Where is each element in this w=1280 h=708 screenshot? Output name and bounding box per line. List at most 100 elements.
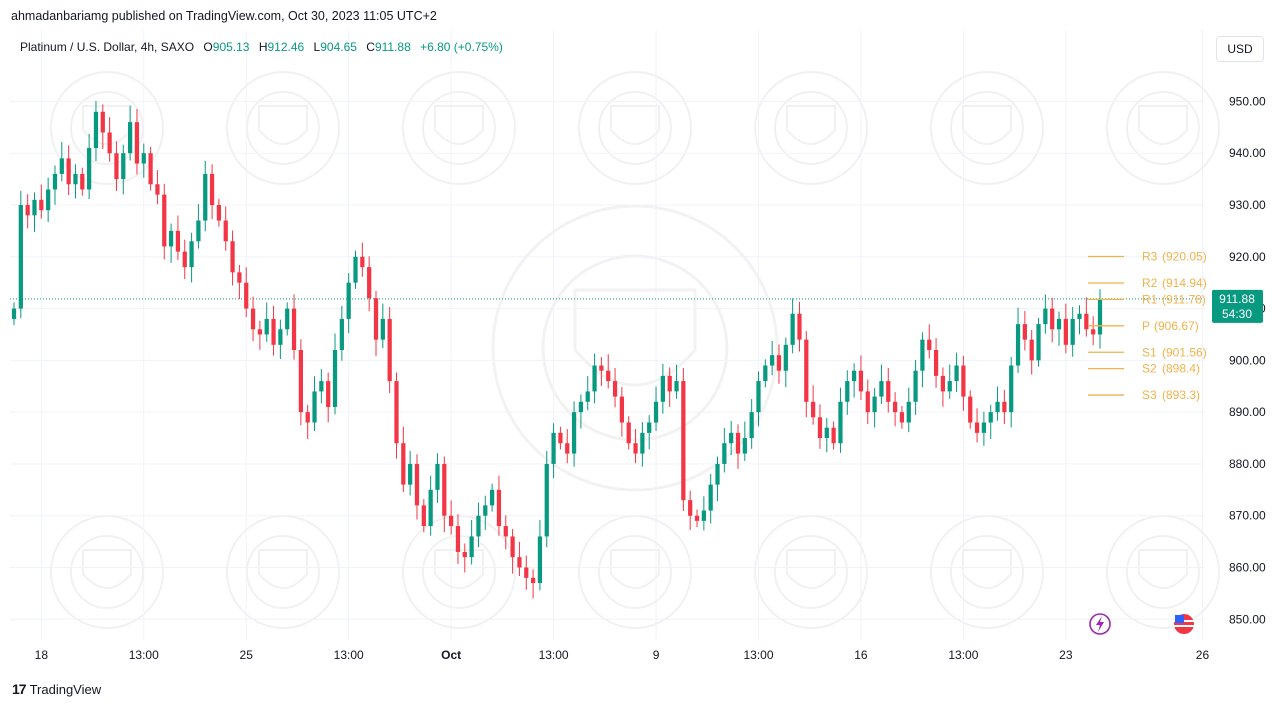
candle — [1043, 294, 1048, 334]
us-flag-icon[interactable] — [1174, 614, 1194, 634]
pivot-level-r1: R1 (911.78) — [1088, 292, 1206, 306]
y-tick-label: 860.00 — [1229, 561, 1266, 575]
candle — [408, 450, 413, 496]
candle — [599, 357, 604, 387]
candle — [196, 204, 201, 249]
x-tick-label: 16 — [854, 648, 868, 662]
candle — [87, 133, 92, 200]
chart-legend: Platinum / U.S. Dollar, 4h, SAXO O905.13… — [20, 40, 509, 54]
candle — [872, 388, 877, 428]
candle — [865, 379, 870, 425]
y-tick-label: 850.00 — [1229, 612, 1266, 626]
candle — [1015, 307, 1021, 373]
candle — [1036, 317, 1041, 367]
candle — [52, 165, 58, 205]
event-flash-icon[interactable] — [1089, 613, 1111, 635]
y-tick-label: 950.00 — [1229, 94, 1266, 108]
candle — [510, 529, 515, 574]
candle — [961, 355, 966, 411]
candle — [927, 324, 932, 359]
candle — [476, 502, 481, 548]
legend-low-label: L — [313, 40, 321, 54]
pivot-value: (906.67) — [1154, 319, 1199, 333]
candle — [517, 541, 522, 576]
candle — [1063, 303, 1068, 354]
candle — [954, 352, 959, 392]
pivot-level-s2: S2 (898.4) — [1088, 362, 1200, 376]
tradingview-brand[interactable]: 17 TradingView — [12, 681, 101, 697]
candle — [250, 296, 256, 342]
candle — [353, 250, 358, 289]
candle — [804, 331, 809, 418]
candles — [11, 101, 1103, 599]
candle — [824, 418, 829, 453]
candle — [920, 332, 925, 388]
candle — [203, 160, 208, 232]
watermark-seal-icon — [754, 515, 868, 629]
legend-low: 904.65 — [320, 40, 357, 54]
price-tag-countdown: 54:30 — [1222, 307, 1252, 321]
x-tick-label: 18 — [35, 648, 49, 662]
legend-close: 911.88 — [374, 40, 411, 54]
y-tick-label: 920.00 — [1229, 250, 1266, 264]
candle — [134, 109, 140, 175]
candle — [653, 386, 659, 431]
candle — [141, 143, 146, 178]
candle — [155, 170, 160, 205]
candle — [968, 390, 973, 429]
candle — [264, 302, 269, 342]
candle — [694, 509, 700, 528]
candle — [455, 514, 461, 564]
candle — [606, 354, 611, 389]
brand-label: TradingView — [29, 681, 102, 697]
watermark-seal-icon — [1106, 71, 1220, 185]
candle — [244, 267, 249, 318]
candle — [1056, 311, 1062, 346]
candle — [469, 519, 474, 565]
candle — [496, 475, 502, 536]
candle — [312, 376, 317, 431]
candle — [995, 386, 1000, 421]
candle — [414, 454, 420, 520]
candle — [988, 404, 993, 439]
candle — [1077, 305, 1082, 335]
candle — [175, 215, 181, 261]
pivot-levels: R3 (920.05) R2 (914.94) R1 (911.78) P (906.67) S… — [1088, 250, 1207, 402]
x-tick-label: 25 — [240, 648, 254, 662]
candle — [209, 164, 215, 220]
candle — [660, 363, 665, 414]
candle — [32, 192, 37, 232]
candle — [442, 456, 447, 533]
candle — [667, 367, 672, 407]
candle — [503, 515, 508, 550]
watermark-seal-icon — [578, 515, 692, 629]
pivot-label: S2 — [1142, 362, 1157, 376]
candle — [537, 519, 543, 591]
candle — [1009, 357, 1014, 428]
currency-button[interactable]: USD — [1216, 36, 1264, 62]
candle — [851, 363, 857, 398]
chart-frame[interactable] — [10, 31, 1268, 665]
candle — [981, 411, 987, 446]
y-tick-label: 930.00 — [1229, 198, 1266, 212]
candle — [790, 298, 795, 354]
candle — [346, 273, 351, 334]
x-tick-label: 13:00 — [948, 648, 978, 662]
candle — [715, 456, 720, 502]
candle — [401, 426, 406, 492]
pivot-level-p: P (906.67) — [1088, 319, 1199, 333]
candle — [742, 421, 747, 461]
candle — [933, 338, 939, 388]
watermark-layer — [50, 71, 1220, 629]
legend-close-label: C — [366, 40, 375, 54]
watermark-seal-icon — [226, 515, 340, 629]
candle — [278, 319, 283, 360]
candle — [1022, 311, 1027, 351]
pivot-label: S1 — [1142, 345, 1157, 359]
watermark-seal-icon — [930, 515, 1044, 629]
pivot-label: R3 — [1142, 250, 1158, 264]
candle — [39, 184, 44, 219]
candle — [237, 264, 242, 300]
candle — [674, 364, 679, 399]
